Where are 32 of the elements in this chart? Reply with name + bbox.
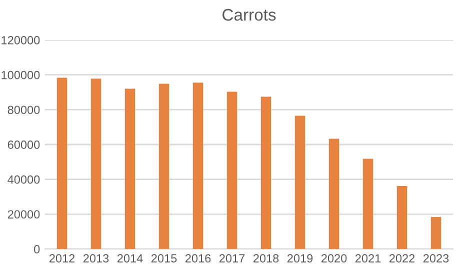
x-tick-label: 2021 (355, 254, 381, 263)
bar (362, 158, 374, 249)
y-tick-label: 120000 (2, 36, 40, 44)
bar (192, 82, 204, 249)
bar (260, 96, 272, 249)
bar (294, 116, 306, 249)
x-tick-label: 2018 (253, 254, 279, 263)
x-tick-label: 2015 (151, 254, 177, 263)
y-tick-label: 60000 (8, 140, 40, 149)
x-tick-label: 2012 (49, 254, 75, 263)
bar (396, 186, 408, 249)
y-tick-label: 0 (34, 245, 40, 254)
x-tick-label: 2022 (389, 254, 415, 263)
bar (124, 88, 136, 249)
x-tick-label: 2020 (321, 254, 347, 263)
y-tick-label: 100000 (2, 70, 40, 80)
y-tick-label: 40000 (8, 175, 40, 184)
bar (430, 216, 442, 249)
x-tick-label: 2016 (185, 254, 211, 263)
bar (56, 78, 68, 249)
x-tick-label: 2017 (219, 254, 245, 263)
bar (226, 92, 238, 249)
bar (328, 138, 340, 249)
y-tick-label: 80000 (8, 106, 40, 114)
chart-title: Carrots (222, 8, 276, 21)
x-tick-label: 2014 (117, 254, 143, 263)
x-tick-label: 2023 (423, 254, 449, 263)
x-tick-label: 2019 (287, 254, 313, 263)
bar (90, 78, 102, 249)
y-tick-label: 20000 (8, 210, 40, 219)
x-tick-label: 2013 (83, 254, 109, 263)
bar (158, 84, 170, 249)
